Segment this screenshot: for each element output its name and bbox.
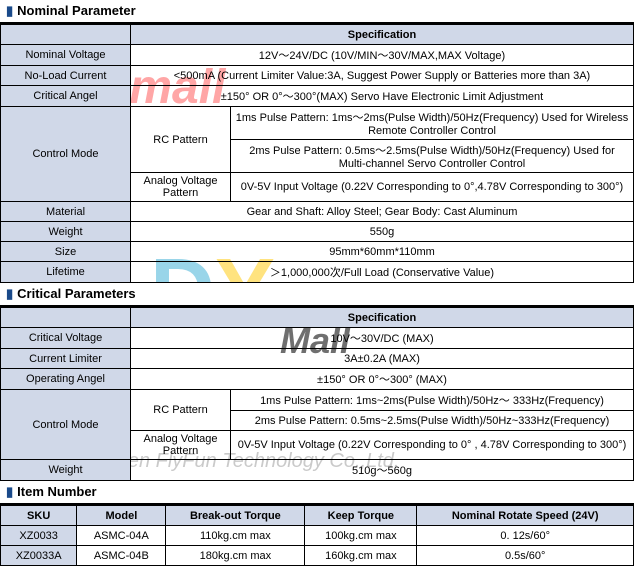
row-value: 95mm*60mm*110mm xyxy=(131,242,634,262)
row-label: Critical Voltage xyxy=(1,328,131,349)
row-label: Control Mode xyxy=(1,390,131,460)
th-keep: Keep Torque xyxy=(305,506,417,526)
spec-header: Specification xyxy=(131,25,634,45)
row-value: 2ms Pulse Pattern: 0.5ms~2.5ms(Pulse Wid… xyxy=(231,411,634,431)
row-label: Nominal Voltage xyxy=(1,45,131,66)
row-value: 2ms Pulse Pattern: 0.5ms～2.5ms(Pulse Wid… xyxy=(231,140,634,173)
cell-keep: 100kg.cm max xyxy=(305,526,417,546)
critical-table: Specification Critical Voltage10V～30V/DC… xyxy=(0,307,634,481)
section-nominal-header: ▮Nominal Parameter xyxy=(0,0,634,24)
row-value: 0V-5V Input Voltage (0.22V Corresponding… xyxy=(231,431,634,460)
section-item-header: ▮Item Number xyxy=(0,481,634,505)
cell-speed: 0.5s/60° xyxy=(417,546,634,566)
row-value: ±150° OR 0°～300°(MAX) Servo Have Electro… xyxy=(131,86,634,107)
sub-label: RC Pattern xyxy=(131,107,231,173)
row-value: 12V～24V/DC (10V/MIN～30V/MAX,MAX Voltage) xyxy=(131,45,634,66)
row-value: <500mA (Current Limiter Value:3A, Sugges… xyxy=(131,66,634,86)
row-label: Material xyxy=(1,202,131,222)
row-label: Current Limiter xyxy=(1,349,131,369)
row-value: ±150° OR 0°～300° (MAX) xyxy=(131,369,634,390)
row-value: 510g～560g xyxy=(131,460,634,481)
sub-label: Analog Voltage Pattern xyxy=(131,173,231,202)
th-model: Model xyxy=(77,506,166,526)
row-value: 1ms Pulse Pattern: 1ms~2ms(Pulse Width)/… xyxy=(231,390,634,411)
row-label: Size xyxy=(1,242,131,262)
row-label: Lifetime xyxy=(1,262,131,283)
row-label: Critical Angel xyxy=(1,86,131,107)
spec-header: Specification xyxy=(131,308,634,328)
sub-label: Analog Voltage Pattern xyxy=(131,431,231,460)
row-label xyxy=(1,308,131,328)
row-value: 0V-5V Input Voltage (0.22V Corresponding… xyxy=(231,173,634,202)
nominal-table: Specification Nominal Voltage12V～24V/DC … xyxy=(0,24,634,283)
th-breakout: Break-out Torque xyxy=(166,506,305,526)
cell-model: ASMC-04B xyxy=(77,546,166,566)
row-value: ＞1,000,000次/Full Load (Conservative Valu… xyxy=(131,262,634,283)
row-label: Control Mode xyxy=(1,107,131,202)
row-label: No-Load Current xyxy=(1,66,131,86)
row-label: Weight xyxy=(1,222,131,242)
row-value: 550g xyxy=(131,222,634,242)
row-label xyxy=(1,25,131,45)
cell-speed: 0. 12s/60° xyxy=(417,526,634,546)
row-value: Gear and Shaft: Alloy Steel; Gear Body: … xyxy=(131,202,634,222)
row-label: Weight xyxy=(1,460,131,481)
th-sku: SKU xyxy=(1,506,77,526)
th-speed: Nominal Rotate Speed (24V) xyxy=(417,506,634,526)
row-value: 1ms Pulse Pattern: 1ms～2ms(Pulse Width)/… xyxy=(231,107,634,140)
cell-sku: XZ0033A xyxy=(1,546,77,566)
item-table: SKU Model Break-out Torque Keep Torque N… xyxy=(0,505,634,566)
table-row: XZ0033 ASMC-04A 110kg.cm max 100kg.cm ma… xyxy=(1,526,634,546)
cell-model: ASMC-04A xyxy=(77,526,166,546)
section-critical-header: ▮Critical Parameters xyxy=(0,283,634,307)
cell-breakout: 180kg.cm max xyxy=(166,546,305,566)
sub-label: RC Pattern xyxy=(131,390,231,431)
cell-keep: 160kg.cm max xyxy=(305,546,417,566)
table-row: XZ0033A ASMC-04B 180kg.cm max 160kg.cm m… xyxy=(1,546,634,566)
row-value: 10V～30V/DC (MAX) xyxy=(131,328,634,349)
row-label: Operating Angel xyxy=(1,369,131,390)
row-value: 3A±0.2A (MAX) xyxy=(131,349,634,369)
cell-breakout: 110kg.cm max xyxy=(166,526,305,546)
cell-sku: XZ0033 xyxy=(1,526,77,546)
